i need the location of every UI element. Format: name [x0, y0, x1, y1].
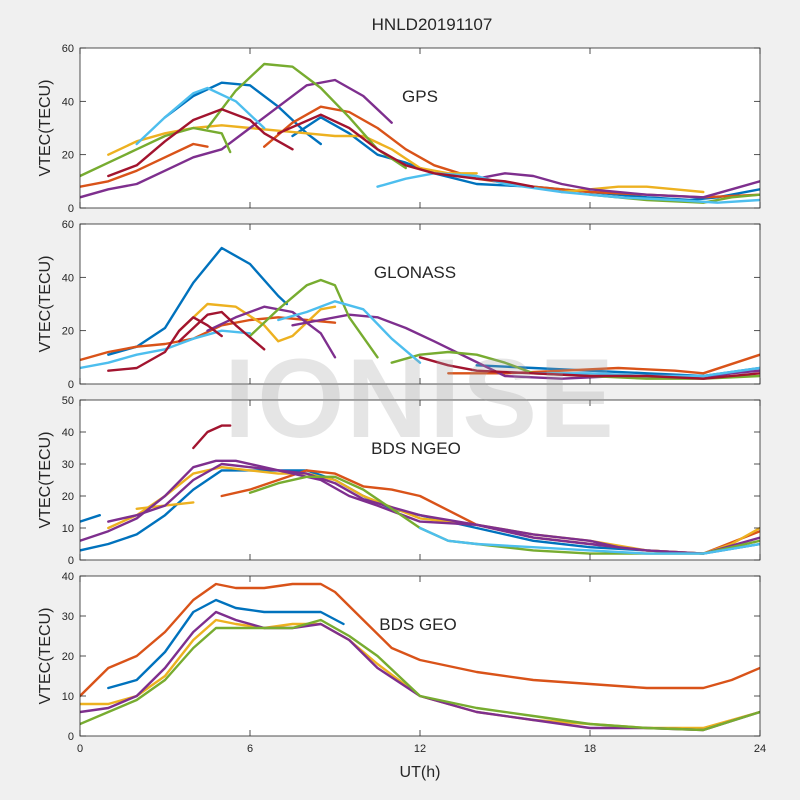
series-line: [376, 172, 760, 204]
figure-title: HNLD20191107: [372, 15, 493, 34]
series-line: [80, 514, 101, 523]
y-axis-label: VTEC(TECU): [37, 608, 54, 705]
series-line: [80, 618, 760, 732]
series-line: [80, 78, 393, 199]
series-line: [135, 86, 266, 146]
y-tick-label: 0: [68, 379, 74, 391]
series-line: [560, 185, 705, 194]
panel-glonass: 0 20 40 60 VTEC(TECU) GLONASS: [37, 219, 761, 391]
series-line: [107, 124, 478, 175]
y-tick-label: 40: [62, 427, 74, 439]
series-line: [447, 353, 760, 375]
panel-label: GPS: [402, 87, 438, 106]
series-line: [80, 329, 252, 370]
series-line: [107, 316, 223, 372]
y-tick-label: 20: [62, 326, 74, 338]
x-tick-label: 24: [754, 743, 766, 755]
series-line: [107, 462, 760, 555]
x-tick-label: 6: [247, 743, 253, 755]
y-tick-label: 40: [62, 96, 74, 108]
y-axis-label: VTEC(TECU): [37, 256, 54, 353]
plot-area: [80, 576, 760, 736]
series-line: [418, 356, 760, 380]
series-line: [80, 316, 337, 362]
y-tick-label: 0: [68, 731, 74, 743]
series-line: [80, 126, 232, 178]
y-tick-label: 50: [62, 395, 74, 407]
y-tick-label: 60: [62, 219, 74, 231]
series-group: [80, 62, 760, 204]
series-line: [178, 302, 337, 343]
series-group: [80, 246, 760, 380]
y-tick-label: 40: [62, 272, 74, 284]
y-tick-label: 20: [62, 651, 74, 663]
panel-bds-geo: 0 10 20 30 40 0 6 12 18 24 VTEC(TECU) BDS GEO: [37, 571, 766, 755]
series-line: [390, 350, 760, 380]
series-group: [80, 424, 760, 555]
y-tick-label: 0: [68, 555, 74, 567]
y-axis-label: VTEC(TECU): [37, 432, 54, 529]
x-tick-label: 12: [414, 743, 426, 755]
series-line: [80, 582, 760, 698]
y-tick-label: 10: [62, 523, 74, 535]
panel-bds-ngeo: 0 10 20 30 40 50 VTEC(TECU) BDS NGEO: [37, 395, 761, 567]
watermark-text: IONISE: [224, 336, 616, 461]
series-line: [80, 142, 209, 188]
series-line: [107, 598, 345, 690]
series-line: [475, 172, 760, 199]
series-line: [206, 62, 407, 170]
y-tick-label: 60: [62, 43, 74, 55]
panel-gps: 0 20 40 60 VTEC(TECU) GPS: [37, 43, 761, 215]
panel-label: GLONASS: [374, 263, 456, 282]
panel-label: BDS NGEO: [371, 439, 461, 458]
y-tick-label: 20: [62, 150, 74, 162]
x-tick-label: 18: [584, 743, 596, 755]
y-axis-label: VTEC(TECU): [37, 80, 54, 177]
series-line: [192, 424, 232, 450]
series-line: [248, 278, 379, 359]
y-tick-label: 0: [68, 203, 74, 215]
y-tick-label: 10: [62, 691, 74, 703]
y-tick-label: 30: [62, 611, 74, 623]
panel-label: BDS GEO: [379, 615, 456, 634]
series-line: [107, 246, 288, 356]
series-line: [178, 310, 266, 351]
series-line: [418, 526, 760, 555]
series-group: [80, 582, 760, 732]
series-line: [277, 113, 535, 188]
y-tick-label: 30: [62, 459, 74, 471]
x-tick-label: 0: [77, 743, 83, 755]
series-line: [277, 300, 422, 364]
series-line: [80, 610, 760, 732]
y-tick-label: 20: [62, 491, 74, 503]
y-tick-label: 40: [62, 571, 74, 583]
x-axis-label: UT(h): [400, 764, 441, 781]
series-line: [107, 108, 294, 178]
